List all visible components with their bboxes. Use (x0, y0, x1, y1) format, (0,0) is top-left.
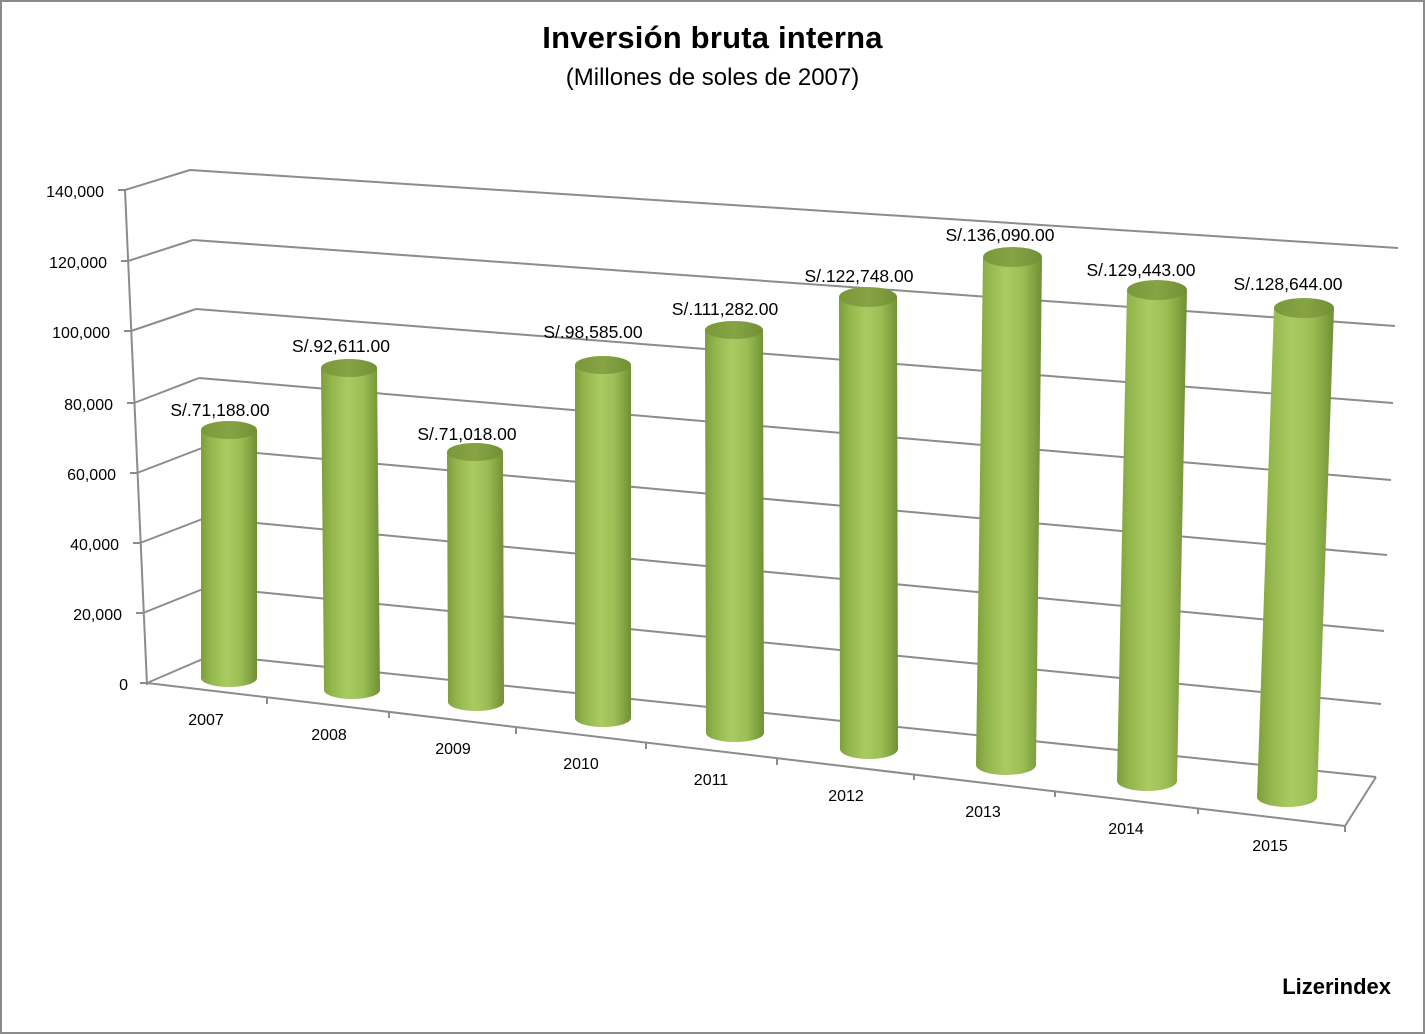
bar-2013[interactable] (976, 247, 1042, 775)
x-tick-label: 2013 (965, 804, 1001, 821)
chart-title: Inversión bruta interna (542, 20, 883, 55)
data-label-2015: S/.128,644.00 (1234, 274, 1343, 294)
bar-2014[interactable] (1117, 280, 1187, 791)
chart-subtitle: (Millones de soles de 2007) (565, 64, 860, 91)
data-label-2012: S/.122,748.00 (805, 266, 914, 286)
data-label-2014: S/.129,443.00 (1087, 260, 1196, 280)
side-wall-gridlines (124, 169, 213, 684)
x-tick-label: 2014 (1108, 821, 1144, 838)
data-label-2008: S/.92,611.00 (292, 336, 390, 356)
bar-2012[interactable] (839, 287, 898, 759)
x-tick-label: 2011 (694, 772, 729, 789)
x-tick-labels: 2007 2008 2009 2010 2011 2012 2013 2014 … (188, 712, 1288, 855)
floor-edges (146, 682, 1377, 832)
data-label-2011: S/.111,282.00 (672, 299, 779, 319)
data-label-2007: S/.71,188.00 (170, 400, 270, 420)
data-label-2009: S/.71,018.00 (417, 424, 517, 444)
x-tick-label: 2009 (435, 741, 471, 758)
watermark: Lizerindex (1282, 974, 1391, 999)
data-labels: S/.71,188.00 S/.92,611.00 S/.71,018.00 S… (170, 225, 1342, 444)
bar-2009[interactable] (447, 443, 504, 711)
x-tick-label: 2008 (311, 727, 347, 744)
bar-2007[interactable] (201, 421, 257, 687)
y-tick-label: 80,000 (64, 397, 113, 414)
x-tick-label: 2007 (188, 712, 224, 729)
y-tick-label: 60,000 (67, 467, 116, 484)
bar-2008[interactable] (321, 359, 380, 699)
data-label-2010: S/.98,585.00 (543, 322, 643, 342)
y-tick-label: 40,000 (70, 537, 119, 554)
y-tick-labels: 140,000 120,000 100,000 80,000 60,000 40… (46, 184, 128, 694)
bar-2011[interactable] (705, 321, 764, 742)
x-tick-label: 2010 (563, 756, 599, 773)
y-tick-label: 120,000 (49, 255, 107, 272)
x-tick-label: 2015 (1252, 838, 1288, 855)
bar-2015[interactable] (1257, 298, 1334, 807)
y-tick-label: 100,000 (52, 325, 110, 342)
y-tick-label: 20,000 (73, 607, 122, 624)
y-tick-label: 140,000 (46, 184, 104, 201)
back-wall-gridlines (189, 169, 1399, 778)
y-tick-label: 0 (119, 677, 128, 694)
y-axis (118, 189, 148, 686)
bar-2010[interactable] (575, 356, 631, 727)
x-tick-label: 2012 (828, 788, 864, 805)
data-label-2013: S/.136,090.00 (946, 225, 1055, 245)
